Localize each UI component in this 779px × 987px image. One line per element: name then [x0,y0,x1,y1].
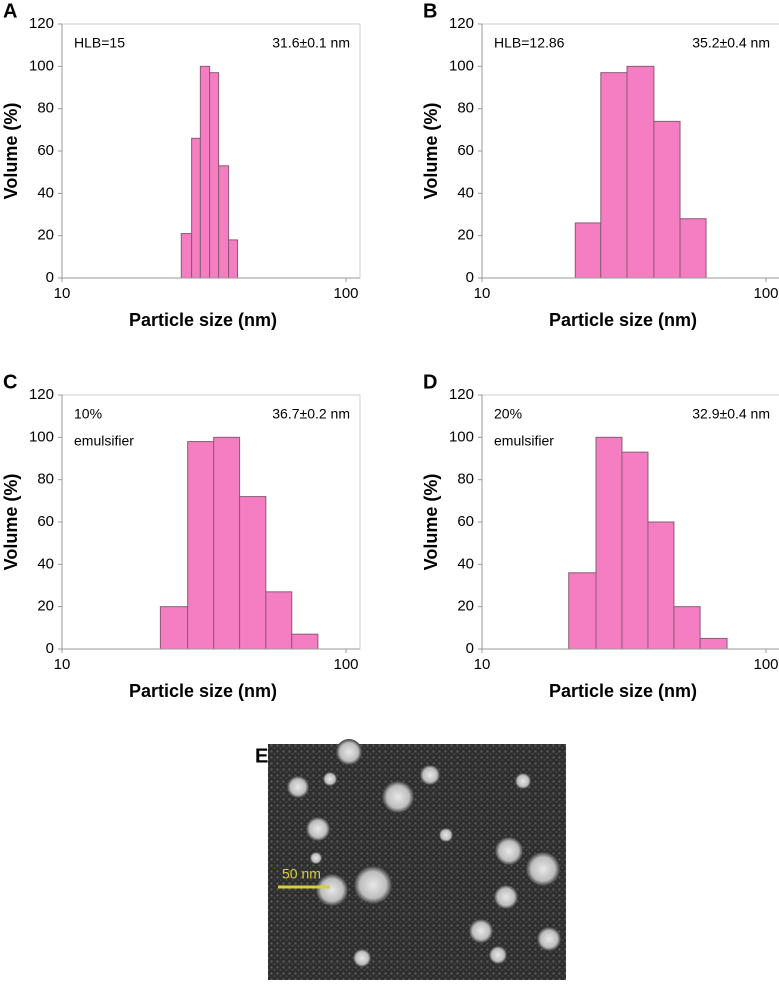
bar [199,65,211,279]
x-tick-label: 10 [474,285,491,302]
bar [209,72,220,279]
y-tick-label: 40 [37,555,54,572]
y-tick-label: 40 [37,184,54,201]
panel-label: D [423,371,437,393]
bar [218,165,230,279]
y-tick-label: 0 [466,640,474,657]
scale-bar-label: 50 nm [282,866,321,882]
bar [673,606,701,650]
y-tick-label: 20 [37,598,54,615]
tem-image [268,739,566,980]
bar [291,633,319,650]
annotation: emulsifier [74,433,134,449]
y-tick-label: 20 [457,227,474,244]
y-tick-label: 60 [457,513,474,530]
y-tick-label: 40 [457,184,474,201]
x-tick-label: 10 [54,656,71,673]
x-tick-label: 10 [54,285,71,302]
y-tick-label: 100 [449,57,474,74]
size-label: 32.9±0.4 nm [692,406,770,422]
bar [699,637,728,650]
panel-label: C [3,371,17,393]
y-tick-label: 60 [457,142,474,159]
y-tick-label: 100 [29,428,54,445]
y-tick-label: 40 [457,555,474,572]
bar [621,451,649,650]
x-tick-label: 10 [474,656,491,673]
annotation: HLB=15 [74,35,125,51]
size-label: 36.7±0.2 nm [272,406,350,422]
x-axis-title: Particle size (nm) [549,310,697,330]
y-tick-label: 100 [449,428,474,445]
y-axis-title: Volume (%) [421,103,441,200]
y-tick-label: 0 [46,640,54,657]
y-tick-label: 80 [37,471,54,488]
bar [626,65,655,279]
x-axis-title: Particle size (nm) [129,681,277,701]
panel-label: A [3,0,17,22]
x-axis-title: Particle size (nm) [129,310,277,330]
bar [191,137,201,279]
bar [180,233,193,279]
bar [187,441,215,650]
bar [568,572,597,650]
bar [213,436,241,650]
bar [679,218,707,279]
y-tick-label: 120 [449,15,474,32]
y-tick-label: 20 [457,598,474,615]
size-label: 31.6±0.1 nm [272,35,350,51]
bar [600,72,628,279]
x-tick-label: 100 [754,285,779,302]
annotation: 20% [494,406,522,422]
y-axis-title: Volume (%) [421,474,441,571]
x-tick-label: 100 [334,285,359,302]
bar [239,496,267,650]
y-axis-title: Volume (%) [1,474,21,571]
panel-label: B [423,0,437,22]
y-axis-title: Volume (%) [1,103,21,200]
y-tick-label: 120 [29,386,54,403]
annotation: emulsifier [494,433,554,449]
y-tick-label: 20 [37,227,54,244]
y-tick-label: 100 [29,57,54,74]
bar [653,120,681,279]
bar [647,521,675,650]
panel-label: E [255,745,268,767]
bar [574,222,602,279]
bar [159,606,189,650]
y-tick-label: 120 [449,386,474,403]
bar [265,591,293,650]
y-tick-label: 120 [29,15,54,32]
x-tick-label: 100 [754,656,779,673]
bar [595,436,623,650]
y-tick-label: 80 [37,100,54,117]
x-axis-title: Particle size (nm) [549,681,697,701]
x-tick-label: 100 [334,656,359,673]
y-tick-label: 60 [37,142,54,159]
y-tick-label: 60 [37,513,54,530]
annotation: HLB=12.86 [494,35,565,51]
annotation: 10% [74,406,102,422]
y-tick-label: 80 [457,471,474,488]
y-tick-label: 80 [457,100,474,117]
y-tick-label: 0 [46,269,54,286]
y-tick-label: 0 [466,269,474,286]
size-label: 35.2±0.4 nm [692,35,770,51]
bar [228,239,239,279]
